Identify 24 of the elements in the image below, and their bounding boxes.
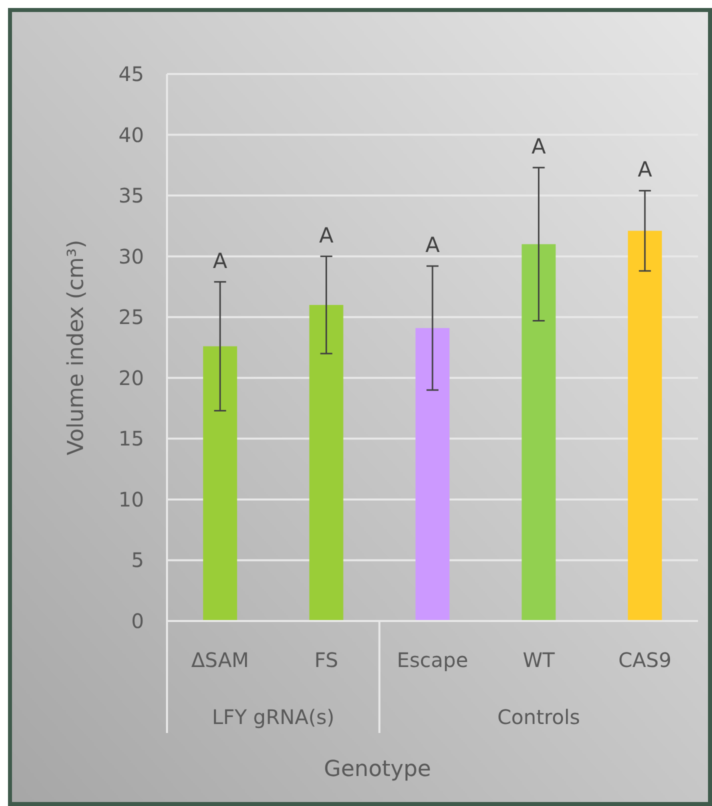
y-tick-label: 10 bbox=[118, 487, 144, 512]
annotation: A bbox=[638, 158, 653, 182]
y-tick-label: 20 bbox=[118, 366, 144, 390]
annotation: A bbox=[532, 134, 547, 159]
y-axis-title: Volume index (cm³) bbox=[64, 240, 89, 456]
x-tick-label: ΔSAM bbox=[191, 648, 249, 672]
y-tick-label: 45 bbox=[118, 62, 144, 86]
y-tick-label: 40 bbox=[118, 122, 144, 147]
annotation: A bbox=[212, 248, 228, 273]
y-tick-label: 35 bbox=[118, 184, 144, 208]
x-tick-label: CAS9 bbox=[618, 648, 672, 672]
x-tick-label: WT bbox=[522, 648, 556, 672]
y-tick-label: 30 bbox=[118, 244, 144, 268]
annotation: A bbox=[425, 233, 440, 258]
x-tick-label: FS bbox=[314, 648, 338, 672]
y-tick-label: 15 bbox=[118, 426, 144, 451]
y-tick-label: 0 bbox=[131, 609, 144, 633]
y-tick-label: 5 bbox=[131, 548, 144, 572]
text: Controls bbox=[497, 705, 580, 729]
x-tick-label: Escape bbox=[396, 648, 468, 672]
x-axis-title: Genotype bbox=[324, 757, 432, 782]
text: LFY gRNA(s) bbox=[212, 705, 334, 729]
annotation: A bbox=[319, 223, 334, 248]
y-tick-label: 25 bbox=[118, 305, 144, 330]
